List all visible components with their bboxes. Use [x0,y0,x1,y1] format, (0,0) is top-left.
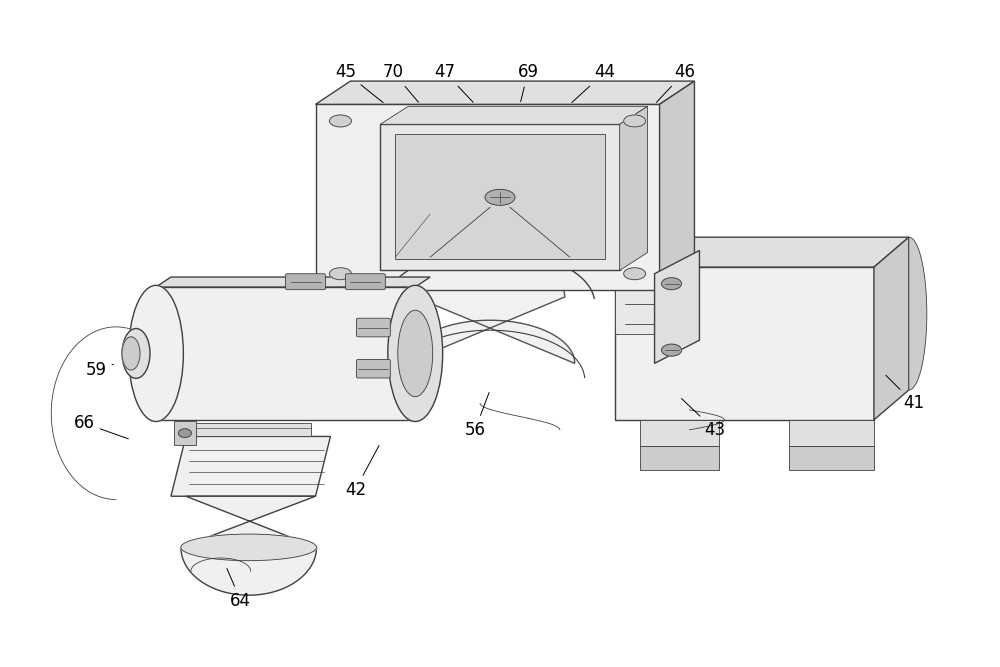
Polygon shape [156,277,430,287]
Polygon shape [789,420,874,446]
Polygon shape [660,81,694,290]
Polygon shape [171,436,330,496]
Text: 70: 70 [383,63,418,102]
Polygon shape [316,104,660,290]
Ellipse shape [398,310,433,397]
Text: 42: 42 [345,446,379,499]
Ellipse shape [122,337,140,370]
Text: 41: 41 [886,376,924,412]
Text: 45: 45 [335,63,383,103]
Ellipse shape [624,267,646,279]
Polygon shape [615,267,874,420]
FancyBboxPatch shape [356,360,390,378]
Ellipse shape [181,534,317,561]
Polygon shape [655,251,699,364]
Polygon shape [640,420,719,446]
Ellipse shape [388,285,443,422]
Polygon shape [181,496,317,595]
Polygon shape [380,106,648,124]
Polygon shape [156,287,415,420]
Polygon shape [176,423,311,436]
Ellipse shape [662,277,681,289]
Ellipse shape [129,285,183,422]
Ellipse shape [624,115,646,127]
Ellipse shape [329,267,351,279]
Polygon shape [640,446,719,470]
Ellipse shape [485,189,515,205]
Polygon shape [316,81,694,104]
FancyBboxPatch shape [345,273,385,289]
Text: 46: 46 [656,63,695,102]
Ellipse shape [329,115,351,127]
Text: 44: 44 [572,63,615,103]
Polygon shape [174,421,196,445]
Polygon shape [380,124,620,270]
Ellipse shape [122,329,150,378]
FancyBboxPatch shape [356,318,390,337]
Polygon shape [395,134,605,259]
Polygon shape [874,237,909,420]
Text: 56: 56 [465,393,489,439]
Polygon shape [909,237,927,390]
Ellipse shape [662,344,681,356]
Polygon shape [789,446,874,470]
Text: 69: 69 [517,63,538,101]
Text: 64: 64 [227,568,251,610]
Text: 47: 47 [435,63,473,102]
Text: 66: 66 [74,414,128,439]
Ellipse shape [178,429,191,438]
Polygon shape [405,261,575,364]
Polygon shape [615,267,660,334]
Polygon shape [620,106,648,270]
Text: 59: 59 [86,361,113,379]
Polygon shape [615,237,909,267]
FancyBboxPatch shape [286,273,325,289]
Text: 43: 43 [682,398,725,439]
